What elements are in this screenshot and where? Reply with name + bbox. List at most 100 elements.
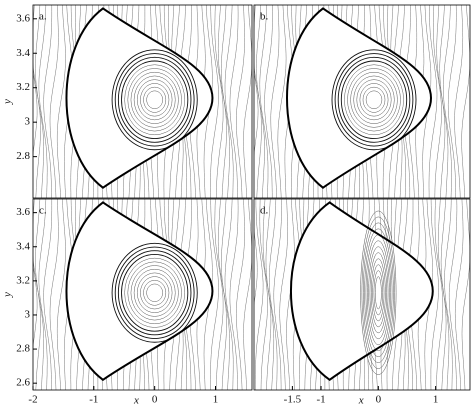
streamline xyxy=(49,199,59,390)
panel xyxy=(18,196,252,401)
panel-label: c. xyxy=(39,205,47,217)
y-tick-label: 3 xyxy=(25,116,31,128)
streamline xyxy=(447,5,457,198)
streamline xyxy=(461,5,470,198)
streamline xyxy=(439,5,449,198)
streamline xyxy=(236,5,245,198)
streamline xyxy=(256,5,265,198)
streamline xyxy=(259,5,269,198)
streamline xyxy=(18,196,26,401)
y-tick-label: 2.8 xyxy=(16,343,30,355)
orbit xyxy=(364,228,393,357)
streamline xyxy=(264,5,273,198)
orbit xyxy=(136,79,173,121)
orbit xyxy=(124,64,185,136)
streamline xyxy=(229,199,239,390)
streamline xyxy=(11,2,19,209)
orbit xyxy=(146,283,163,302)
orbit xyxy=(334,53,414,147)
orbit xyxy=(347,68,401,132)
orbit xyxy=(121,253,189,332)
streamline xyxy=(43,199,53,390)
streamline xyxy=(243,199,252,390)
streamline xyxy=(224,5,234,198)
y-axis-label: y xyxy=(2,99,14,105)
orbit xyxy=(130,71,179,128)
y-tick-label: 2.6 xyxy=(16,377,30,389)
streamline xyxy=(56,199,66,390)
orbit xyxy=(344,64,404,136)
streamline xyxy=(277,5,287,198)
orbit xyxy=(368,246,389,340)
streamline xyxy=(24,2,32,209)
panel-label: d. xyxy=(260,205,269,217)
y-tick-label: 3.6 xyxy=(16,12,30,24)
streamline xyxy=(35,199,44,390)
orbit xyxy=(353,75,395,124)
streamline xyxy=(210,199,219,390)
streamline xyxy=(33,264,38,349)
orbit xyxy=(362,86,386,113)
streamline xyxy=(243,5,252,198)
y-tick-label: 2.8 xyxy=(16,150,30,162)
streamline xyxy=(440,199,450,390)
orbit xyxy=(375,276,382,310)
orbit xyxy=(372,264,385,322)
streamline xyxy=(229,5,239,198)
orbit xyxy=(331,49,417,151)
y-axis-label: y xyxy=(2,292,14,298)
orbit xyxy=(121,60,189,139)
streamline xyxy=(265,199,275,390)
orbit xyxy=(359,83,389,117)
orbit xyxy=(361,216,396,369)
x-axis-label: x xyxy=(133,395,139,407)
streamline xyxy=(433,5,442,198)
panel-label: b. xyxy=(260,11,269,23)
orbit xyxy=(373,270,383,316)
separatrix xyxy=(65,201,214,381)
streamline xyxy=(444,199,453,390)
orbit xyxy=(360,210,397,375)
streamline xyxy=(38,5,48,198)
orbit xyxy=(111,49,198,151)
orbit xyxy=(143,280,167,306)
y-tick-label: 3.4 xyxy=(16,47,30,59)
streamline xyxy=(214,199,224,390)
streamline xyxy=(454,5,464,198)
streamline xyxy=(434,199,444,390)
orbit xyxy=(362,222,394,363)
orbit xyxy=(146,90,163,109)
streamline xyxy=(430,199,439,390)
streamline xyxy=(259,199,268,390)
orbit xyxy=(124,257,185,328)
orbit xyxy=(114,246,195,340)
orbit xyxy=(140,83,170,117)
orbit xyxy=(111,242,198,343)
separatrix xyxy=(286,7,433,189)
streamline xyxy=(33,5,41,198)
orbit xyxy=(371,258,386,328)
x-tick-label: 0 xyxy=(376,394,382,406)
streamline xyxy=(448,199,458,390)
streamline xyxy=(43,5,53,198)
panel xyxy=(254,199,470,390)
streamline xyxy=(239,2,247,209)
x-tick-label: -1 xyxy=(89,394,98,406)
x-tick-label: 0 xyxy=(152,394,158,406)
y-tick-label: 3.2 xyxy=(16,274,30,286)
x-tick-label: 1 xyxy=(433,394,439,406)
streamline xyxy=(221,199,230,390)
streamline xyxy=(24,196,32,401)
orbit xyxy=(369,252,387,334)
region-fill xyxy=(66,202,213,380)
frame xyxy=(253,4,471,199)
orbit xyxy=(133,268,176,317)
streamline xyxy=(279,199,288,390)
streamline xyxy=(254,5,262,198)
orbit xyxy=(340,60,408,139)
streamline xyxy=(56,5,66,198)
orbit xyxy=(365,90,383,109)
panel xyxy=(11,2,252,209)
x-tick-label: -1.5 xyxy=(284,394,302,406)
